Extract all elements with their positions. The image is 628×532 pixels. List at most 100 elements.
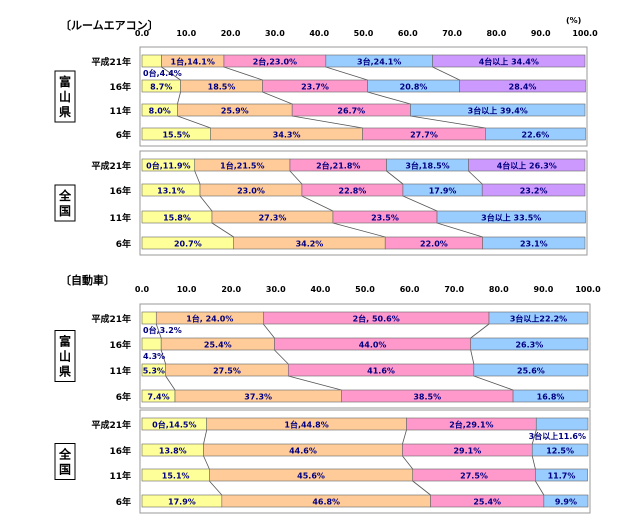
data-label: 44.0% <box>359 341 387 350</box>
group-name-char: 富 <box>59 334 71 349</box>
group-name-char: 県 <box>59 365 71 379</box>
connector-line <box>468 170 483 185</box>
connector-line <box>274 349 289 365</box>
connector-line <box>177 115 211 129</box>
data-label: 3台,18.5% <box>405 161 449 171</box>
axis-tick-label: 100.0 <box>572 29 598 38</box>
connector-line <box>177 91 181 105</box>
axis-tick-label: 10.0 <box>176 29 196 38</box>
bar-segment <box>468 158 586 172</box>
axis-tick-label: 50.0 <box>355 285 375 294</box>
bar-segment <box>141 337 162 351</box>
row-label: 11年 <box>109 365 131 377</box>
connector-line <box>301 195 334 212</box>
bar-segment <box>482 236 586 250</box>
data-label: 27.5% <box>213 367 241 376</box>
connector-line <box>160 349 167 365</box>
connector-line <box>223 66 263 81</box>
group-name-char: 山 <box>59 349 71 364</box>
group-frame <box>139 303 591 409</box>
data-label: 1台,44.8% <box>284 420 328 430</box>
data-label: 37.3% <box>244 393 272 402</box>
bar-segment <box>473 363 589 377</box>
data-label: 8.7% <box>150 83 172 92</box>
axis-tick-label: 100.0 <box>575 285 601 294</box>
data-label: 26.7% <box>337 107 365 116</box>
data-label: 5.3% <box>143 367 165 376</box>
connector-line <box>432 66 460 81</box>
data-label: 34.3% <box>273 131 301 140</box>
axis-tick-label: 70.0 <box>442 29 462 38</box>
data-label: 9.9% <box>555 498 577 507</box>
data-label: 23.5% <box>371 214 399 223</box>
data-label: 20.8% <box>400 83 428 92</box>
data-label: 8.0% <box>149 107 171 116</box>
data-label: 44.6% <box>289 447 317 456</box>
connector-line <box>203 429 208 445</box>
group-frame <box>139 46 588 147</box>
group-name-char: 県 <box>59 105 71 119</box>
bar-segment <box>512 389 589 403</box>
group-frame <box>139 409 591 514</box>
bar-segment <box>141 54 162 68</box>
bar-segment <box>470 337 589 351</box>
bar-segment <box>485 127 586 141</box>
data-label: 3台以上11.6% <box>529 431 586 441</box>
data-label: 0台,4.4% <box>143 68 182 78</box>
connector-line <box>436 222 483 238</box>
row-label: 6年 <box>116 391 131 403</box>
connector-line <box>194 170 201 185</box>
data-label: 0台,11.9% <box>146 161 190 171</box>
connector-line <box>410 115 486 129</box>
axis-tick-label: 80.0 <box>487 29 507 38</box>
axis-tick-label: 20.0 <box>221 285 241 294</box>
data-label: 1台, 24.0% <box>186 314 233 324</box>
axis-tick-label: 0.0 <box>135 285 150 294</box>
connector-line <box>402 429 407 445</box>
data-label: 2台,21.8% <box>316 161 360 171</box>
data-label: 0台,3.2% <box>143 325 182 335</box>
bar-segment <box>535 417 589 431</box>
axis-tick-label: 90.0 <box>534 285 554 294</box>
group-name-box <box>54 443 76 480</box>
connector-line <box>412 480 431 496</box>
data-label: 3台以上22.2% <box>510 314 567 324</box>
data-label: 25.4% <box>204 341 232 350</box>
bar-segment <box>410 103 586 117</box>
axis-tick-label: 70.0 <box>444 285 464 294</box>
connector-line <box>262 323 275 339</box>
connector-line <box>470 349 475 365</box>
data-label: 22.6% <box>522 131 550 140</box>
group-name-char: 富 <box>59 74 71 89</box>
bar-segment <box>432 54 586 68</box>
connector-line <box>531 429 537 445</box>
axis-tick-label: 40.0 <box>311 285 331 294</box>
data-label: 7.4% <box>147 393 169 402</box>
data-label: 25.9% <box>221 107 249 116</box>
data-label: 27.5% <box>460 472 488 481</box>
data-label: 2台, 50.6% <box>353 314 400 324</box>
data-label: 27.7% <box>410 131 438 140</box>
data-label: 13.1% <box>157 187 185 196</box>
data-label: 46.8% <box>312 498 340 507</box>
data-label: 27.3% <box>259 214 287 223</box>
data-label: 17.9% <box>429 187 457 196</box>
axis-tick-label: 80.0 <box>489 285 509 294</box>
row-label: 16年 <box>109 445 131 457</box>
axis-tick-label: 0.0 <box>135 29 150 38</box>
connector-line <box>155 323 162 339</box>
data-label: 15.5% <box>162 131 190 140</box>
connector-line <box>367 91 411 105</box>
chart-title-car: 〔自動車〕 <box>60 274 115 287</box>
connector-line <box>209 480 223 496</box>
data-label: 0台,14.5% <box>152 420 196 430</box>
row-label: 16年 <box>109 185 131 197</box>
group-name-box <box>54 330 76 382</box>
data-label: 23.1% <box>520 240 548 249</box>
connector-line <box>386 170 404 185</box>
data-label: 18.5% <box>208 83 236 92</box>
data-label: 29.1% <box>453 447 481 456</box>
bar-segment <box>481 183 586 197</box>
data-label: 3台,24.1% <box>357 57 401 67</box>
data-label: 4.3% <box>143 352 165 361</box>
